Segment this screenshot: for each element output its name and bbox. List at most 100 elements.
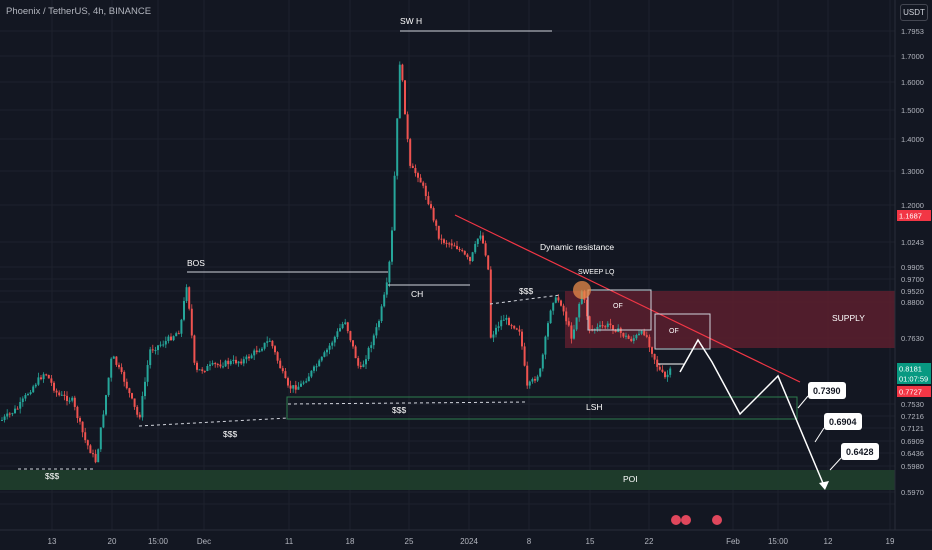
candle-body	[479, 235, 482, 239]
price-tick-label: 1.7953	[901, 27, 924, 36]
candle-body	[159, 344, 162, 346]
currency-button[interactable]: USDT	[900, 4, 928, 21]
candle-body	[144, 381, 146, 397]
candle-body	[3, 416, 6, 420]
candle-body	[474, 243, 477, 253]
candle-body	[281, 368, 284, 372]
dynamic-resistance-label: Dynamic resistance	[540, 242, 614, 252]
candle-body	[359, 365, 362, 368]
candle-body	[73, 397, 76, 407]
candle-body	[471, 252, 474, 262]
candle-body	[656, 359, 659, 367]
event-icons[interactable]	[671, 515, 722, 525]
candle-body	[190, 308, 193, 336]
time-axis-labels: 13 20 15:00 Dec 11 18 25 2024 8 15 22 Feb 15:00 12 19	[48, 537, 895, 546]
candle-body	[146, 365, 149, 382]
ch-label: CH	[411, 289, 423, 299]
candle-body	[292, 385, 295, 389]
candle-body	[531, 379, 534, 382]
order-flow-box-2	[654, 313, 711, 350]
candle-body	[248, 356, 250, 359]
price-tag-label: 1.1687	[899, 212, 922, 221]
candle-body	[151, 349, 154, 351]
candle-body	[50, 378, 53, 383]
candle-body	[68, 400, 71, 402]
candle-body	[653, 353, 656, 360]
candle-body	[352, 340, 354, 347]
projection-arrowhead	[819, 481, 829, 490]
candle-body	[115, 356, 118, 365]
candle-body	[365, 359, 367, 365]
candle-body	[53, 382, 55, 391]
time-tick-label: 20	[108, 537, 117, 546]
price-tick-label: 0.7630	[901, 334, 924, 343]
candle-body	[224, 360, 227, 367]
candle-body	[638, 333, 640, 335]
price-axis-panel[interactable]	[895, 0, 932, 550]
candle-body	[547, 323, 549, 337]
candle-body	[630, 338, 633, 341]
candle-body	[47, 375, 50, 379]
candle-body	[240, 361, 243, 364]
target-callouts: 0.7390 0.6904 0.6428	[797, 382, 879, 471]
price-tick-label: 0.5980	[901, 462, 924, 471]
candle-body	[448, 243, 451, 245]
candle-body	[565, 311, 568, 322]
candle-body	[422, 182, 425, 186]
candle-body	[560, 300, 562, 306]
candle-body	[105, 395, 107, 415]
liquidity-label-2: $$$	[223, 429, 237, 439]
candle-body	[557, 297, 560, 301]
candle-body	[635, 334, 638, 339]
time-tick-label: Feb	[726, 537, 740, 546]
candle-body	[206, 365, 209, 371]
candle-body	[34, 384, 37, 387]
price-tick-label: 0.6909	[901, 437, 924, 446]
candle-body	[21, 398, 24, 403]
candle-body	[229, 361, 232, 365]
candle-body	[476, 238, 479, 244]
candle-body	[570, 325, 573, 339]
candle-body	[123, 371, 126, 382]
target-box-2	[824, 413, 862, 430]
candle-body	[203, 370, 206, 372]
candle-body	[128, 388, 131, 394]
price-tick-label: 1.7000	[901, 52, 924, 61]
candle-body	[661, 369, 664, 372]
candle-body	[133, 398, 136, 407]
candle-body	[612, 325, 614, 330]
candle-body	[643, 330, 646, 336]
candle-body	[344, 322, 347, 325]
candle-body	[19, 402, 22, 409]
candle-body	[216, 364, 219, 366]
candle-body	[432, 208, 435, 221]
candle-body	[1, 419, 3, 421]
candle-body	[58, 392, 61, 396]
candle-body	[313, 366, 315, 371]
candle-body	[315, 366, 318, 368]
time-tick-label: 18	[346, 537, 355, 546]
candle-body	[237, 361, 240, 364]
candle-body	[63, 394, 66, 396]
candle-body	[391, 230, 393, 262]
price-tick-label: 0.8800	[901, 298, 924, 307]
price-axis-labels: 1.7953 1.7000 1.6000 1.5000 1.4000 1.3000 1.20…	[901, 27, 924, 497]
candle-body	[383, 294, 386, 307]
target-label-3: 0.6428	[846, 447, 874, 457]
candle-body	[276, 352, 279, 361]
candle-body	[235, 359, 237, 364]
candle-body	[495, 327, 497, 335]
poi-label: POI	[623, 474, 638, 484]
structure-lines	[18, 30, 829, 490]
candle-body	[450, 243, 453, 246]
candle-body	[562, 305, 565, 312]
candle-body	[388, 261, 391, 283]
price-tick-label: 1.4000	[901, 135, 924, 144]
time-tick-label: 12	[824, 537, 833, 546]
candle-body	[162, 344, 165, 346]
candle-body	[609, 323, 612, 326]
chart-title: Phoenix / TetherUS, 4h, BINANCE	[6, 6, 152, 17]
candle-body	[341, 324, 344, 329]
